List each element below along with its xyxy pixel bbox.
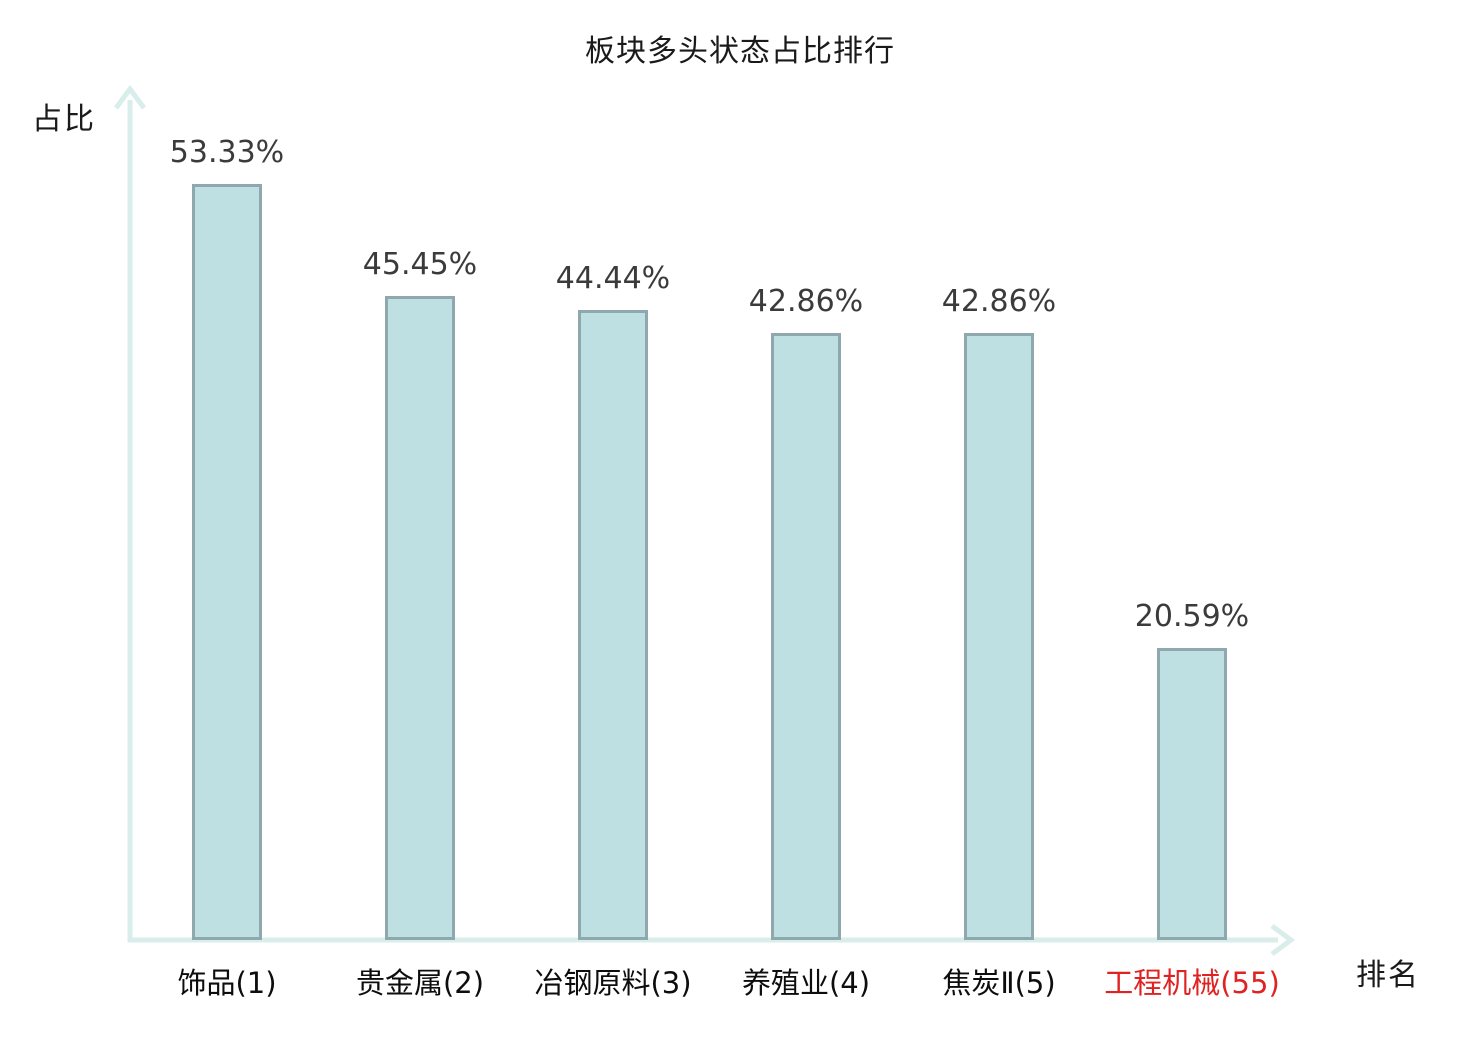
bar <box>385 296 455 940</box>
bar-value-label: 20.59% <box>1134 599 1250 634</box>
chart-title: 板块多头状态占比排行 <box>585 34 895 69</box>
bar-value-label: 42.86% <box>941 284 1057 319</box>
bar <box>192 184 262 940</box>
bar-value-label: 45.45% <box>362 247 478 282</box>
bar <box>964 333 1034 940</box>
x-axis-arrow-icon <box>1270 923 1296 957</box>
x-tick-label: 贵金属(2) <box>355 966 485 1000</box>
x-tick-label: 工程机械(55) <box>1104 966 1280 1000</box>
x-tick-label: 饰品(1) <box>177 966 277 1000</box>
x-axis-label: 排名 <box>1356 958 1420 993</box>
bar <box>771 333 841 940</box>
bar-value-label: 42.86% <box>748 284 864 319</box>
x-tick-label: 养殖业(4) <box>741 966 871 1000</box>
bar-value-label: 44.44% <box>555 261 671 296</box>
y-axis-arrow-icon <box>113 84 147 110</box>
x-tick-label: 焦炭Ⅱ(5) <box>942 966 1056 1000</box>
x-tick-label: 冶钢原料(3) <box>534 966 692 1000</box>
bar <box>1157 648 1227 940</box>
bar-value-label: 53.33% <box>169 135 285 170</box>
bar <box>578 310 648 940</box>
y-axis-label: 占比 <box>32 102 96 137</box>
